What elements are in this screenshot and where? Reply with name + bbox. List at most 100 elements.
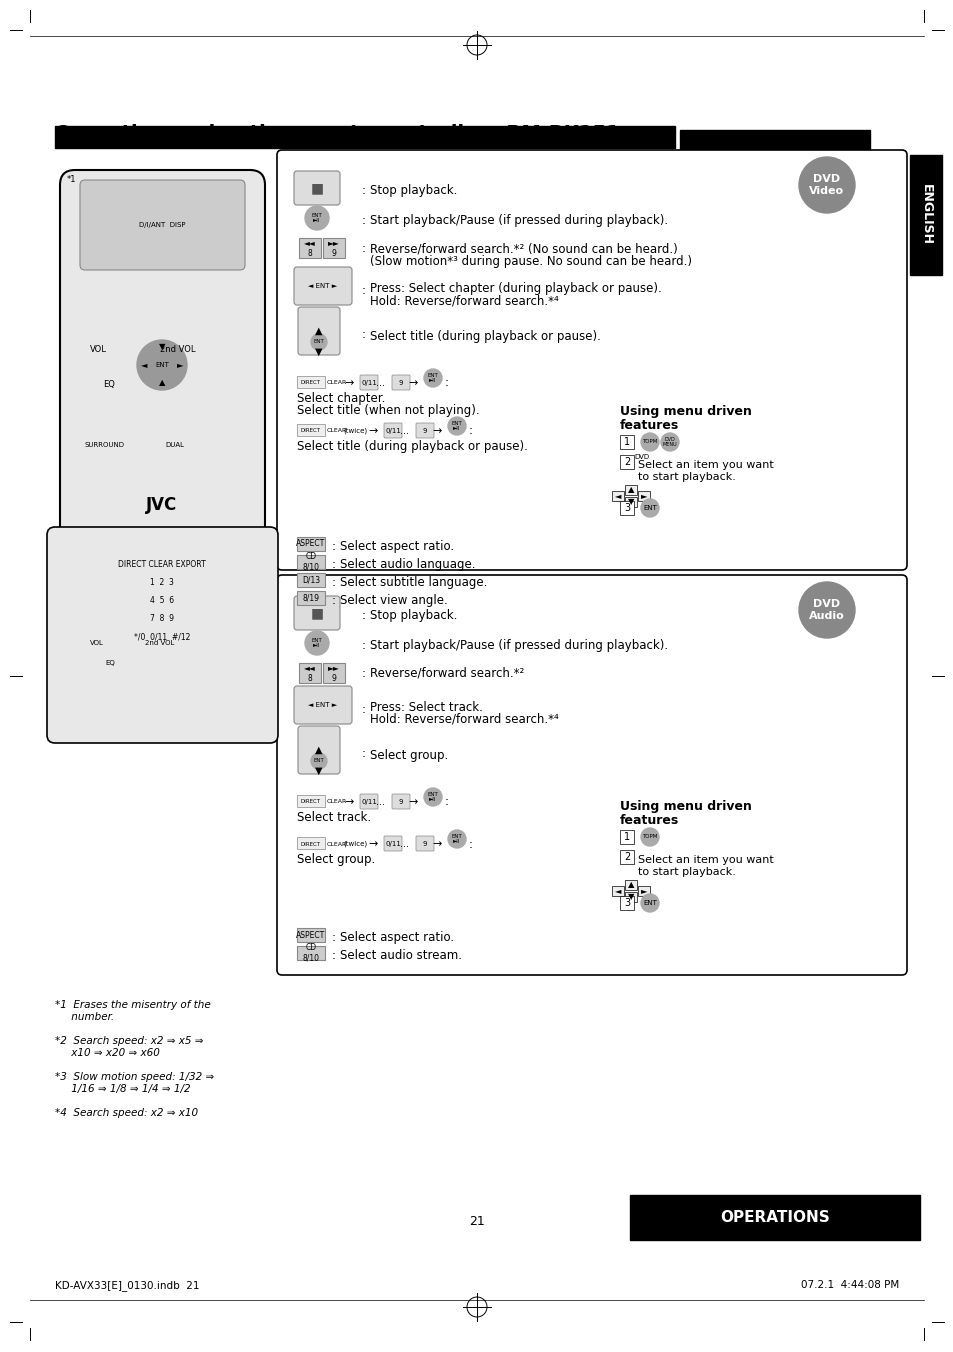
Text: Select group.: Select group. — [296, 853, 375, 867]
Text: Select aspect ratio.: Select aspect ratio. — [339, 932, 454, 944]
Text: ►: ► — [640, 887, 646, 895]
Text: 4  5  6: 4 5 6 — [150, 596, 173, 606]
Text: 7  8  9: 7 8 9 — [150, 615, 173, 623]
Text: ◄: ◄ — [141, 361, 147, 369]
Text: 9: 9 — [422, 841, 427, 846]
Bar — [624, 498, 637, 507]
Text: CLEAR: CLEAR — [327, 799, 347, 804]
Bar — [296, 556, 325, 569]
Text: ENT: ENT — [642, 900, 657, 906]
Text: 0/11: 0/11 — [385, 429, 400, 434]
Text: VOL: VOL — [90, 639, 104, 646]
FancyBboxPatch shape — [297, 307, 339, 356]
Text: Hold: Reverse/forward search.*⁴: Hold: Reverse/forward search.*⁴ — [370, 293, 558, 307]
Bar — [909, 155, 941, 274]
Text: :: : — [361, 242, 366, 256]
Text: →: → — [368, 840, 377, 849]
Text: *1  Erases the misentry of the
     number.: *1 Erases the misentry of the number. — [55, 1000, 211, 1022]
Text: Select view angle.: Select view angle. — [339, 594, 447, 607]
Text: 2: 2 — [623, 457, 630, 466]
Text: ▲: ▲ — [627, 880, 634, 890]
Circle shape — [448, 416, 465, 435]
Circle shape — [640, 499, 659, 516]
Bar — [619, 850, 634, 864]
Text: JVC: JVC — [146, 496, 177, 514]
Text: ...: ... — [376, 796, 385, 807]
Circle shape — [640, 894, 659, 913]
Text: ◄: ◄ — [614, 887, 620, 895]
Text: *1: *1 — [67, 174, 76, 184]
Text: ▼: ▼ — [314, 347, 322, 357]
FancyBboxPatch shape — [276, 150, 906, 571]
Circle shape — [423, 788, 441, 806]
Circle shape — [640, 827, 659, 846]
FancyBboxPatch shape — [60, 170, 265, 639]
Text: 8/19: 8/19 — [302, 594, 319, 603]
Bar — [296, 837, 325, 849]
Text: Using menu driven: Using menu driven — [619, 800, 751, 813]
Text: ◄ ENT ►: ◄ ENT ► — [308, 702, 337, 708]
Text: ...: ... — [400, 840, 409, 849]
Bar — [619, 502, 634, 515]
Text: (twice): (twice) — [342, 841, 367, 848]
Bar — [323, 238, 345, 258]
Bar — [619, 435, 634, 449]
Text: :: : — [332, 539, 339, 553]
Text: →: → — [408, 379, 417, 388]
Text: ◄ ENT ►: ◄ ENT ► — [308, 283, 337, 289]
Text: */0  0/11  #/12: */0 0/11 #/12 — [133, 633, 190, 641]
Text: CD
8/10: CD 8/10 — [302, 553, 319, 572]
Text: Start playback/Pause (if pressed during playback).: Start playback/Pause (if pressed during … — [370, 639, 667, 652]
Text: 21: 21 — [469, 1215, 484, 1228]
FancyBboxPatch shape — [80, 180, 245, 270]
Text: CLEAR: CLEAR — [327, 429, 347, 434]
Bar — [296, 591, 325, 604]
Text: :: : — [361, 703, 366, 717]
Text: *2  Search speed: x2 ⇒ x5 ⇒
     x10 ⇒ x20 ⇒ x60: *2 Search speed: x2 ⇒ x5 ⇒ x10 ⇒ x20 ⇒ x… — [55, 1036, 203, 1057]
Bar — [296, 946, 325, 960]
FancyBboxPatch shape — [416, 423, 434, 438]
FancyBboxPatch shape — [294, 596, 339, 630]
Text: ►►
9: ►► 9 — [328, 238, 339, 258]
Text: →: → — [344, 796, 354, 807]
Text: Select subtitle language.: Select subtitle language. — [339, 576, 487, 589]
Text: 0/11: 0/11 — [385, 841, 400, 846]
Text: ...: ... — [376, 379, 385, 388]
Text: ASPECT: ASPECT — [296, 539, 325, 549]
Bar — [298, 662, 320, 683]
Text: DIRECT: DIRECT — [301, 380, 320, 385]
Text: →: → — [432, 426, 441, 435]
Circle shape — [305, 206, 329, 230]
Text: :: : — [361, 214, 366, 227]
Text: :: : — [332, 558, 339, 571]
Text: DVD: DVD — [634, 454, 649, 460]
FancyBboxPatch shape — [297, 726, 339, 773]
Text: ▲: ▲ — [158, 379, 165, 388]
Text: VOL: VOL — [90, 346, 107, 354]
Text: ►: ► — [640, 492, 646, 500]
Text: :: : — [444, 795, 449, 808]
Bar — [296, 376, 325, 388]
Text: to start playback.: to start playback. — [638, 867, 735, 877]
Text: Hold: Reverse/forward search.*⁴: Hold: Reverse/forward search.*⁴ — [370, 713, 558, 726]
Text: ▼: ▼ — [158, 342, 165, 352]
Text: Press: Select track.: Press: Select track. — [370, 700, 482, 714]
Text: :: : — [444, 376, 449, 389]
Bar — [55, 126, 675, 147]
FancyBboxPatch shape — [294, 685, 352, 725]
Text: Stop playback.: Stop playback. — [370, 608, 456, 622]
Text: *4  Search speed: x2 ⇒ x10: *4 Search speed: x2 ⇒ x10 — [55, 1109, 198, 1118]
Text: ■: ■ — [310, 181, 323, 195]
Text: D/13: D/13 — [301, 576, 319, 584]
Text: EQ: EQ — [103, 380, 114, 389]
Text: :: : — [361, 284, 366, 297]
Text: ◄◄
8: ◄◄ 8 — [304, 664, 315, 683]
Text: 9: 9 — [398, 799, 403, 804]
Text: 2nd VOL: 2nd VOL — [145, 639, 174, 646]
Bar — [619, 896, 634, 910]
Text: Reverse/forward search.*²: Reverse/forward search.*² — [370, 667, 524, 680]
Circle shape — [448, 830, 465, 848]
Text: :: : — [361, 329, 366, 341]
Text: ▲: ▲ — [314, 326, 322, 337]
Text: CD
8/10: CD 8/10 — [302, 944, 319, 963]
